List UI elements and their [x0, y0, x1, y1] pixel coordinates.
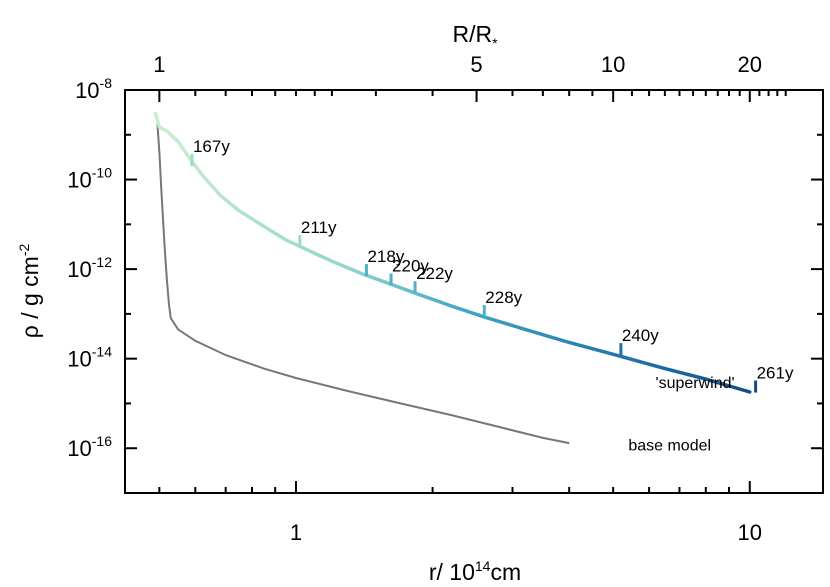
age-marker-label: 218y: [367, 247, 404, 266]
age-marker-label: 240y: [622, 326, 659, 345]
top-tick-label: 10: [601, 52, 625, 77]
top-axis-label: R/R*: [452, 21, 498, 51]
series-line-superwind: [153, 111, 752, 394]
age-marker-label: 222y: [416, 264, 453, 283]
x-tick-label: 10: [738, 520, 762, 545]
age-marker-label: 211y: [301, 218, 337, 237]
y-axis-label: ρ / g cm-2: [16, 244, 43, 339]
y-tick-label: 10-16: [67, 433, 112, 461]
top-tick-label: 5: [470, 52, 482, 77]
age-marker-label: 220y: [392, 257, 429, 276]
y-tick-label: 10-8: [75, 75, 112, 103]
superwind-annotation: 'superwind': [656, 375, 735, 392]
axis-ticks: [125, 89, 823, 494]
y-tick-label: 10-10: [67, 165, 112, 193]
plot-frame: [124, 89, 824, 494]
age-marker-label: 261y: [757, 364, 794, 383]
series-line-base-model: [156, 123, 570, 445]
age-marker-label: 167y: [193, 137, 230, 156]
top-tick-label: 20: [738, 52, 762, 77]
age-marker-label: 228y: [485, 288, 522, 307]
tick-labels: 1 10 1 5 10 20 10-8 10-10 10-12 10-14 10-16: [67, 52, 762, 545]
top-tick-label: 1: [153, 52, 165, 77]
y-tick-label: 10-14: [67, 344, 112, 372]
age-markers: [190, 154, 758, 393]
x-axis-label: r/ 1014cm: [429, 558, 521, 585]
x-tick-label: 1: [290, 520, 302, 545]
y-tick-label: 10-12: [67, 254, 112, 282]
base-model-annotation: base model: [628, 437, 711, 454]
